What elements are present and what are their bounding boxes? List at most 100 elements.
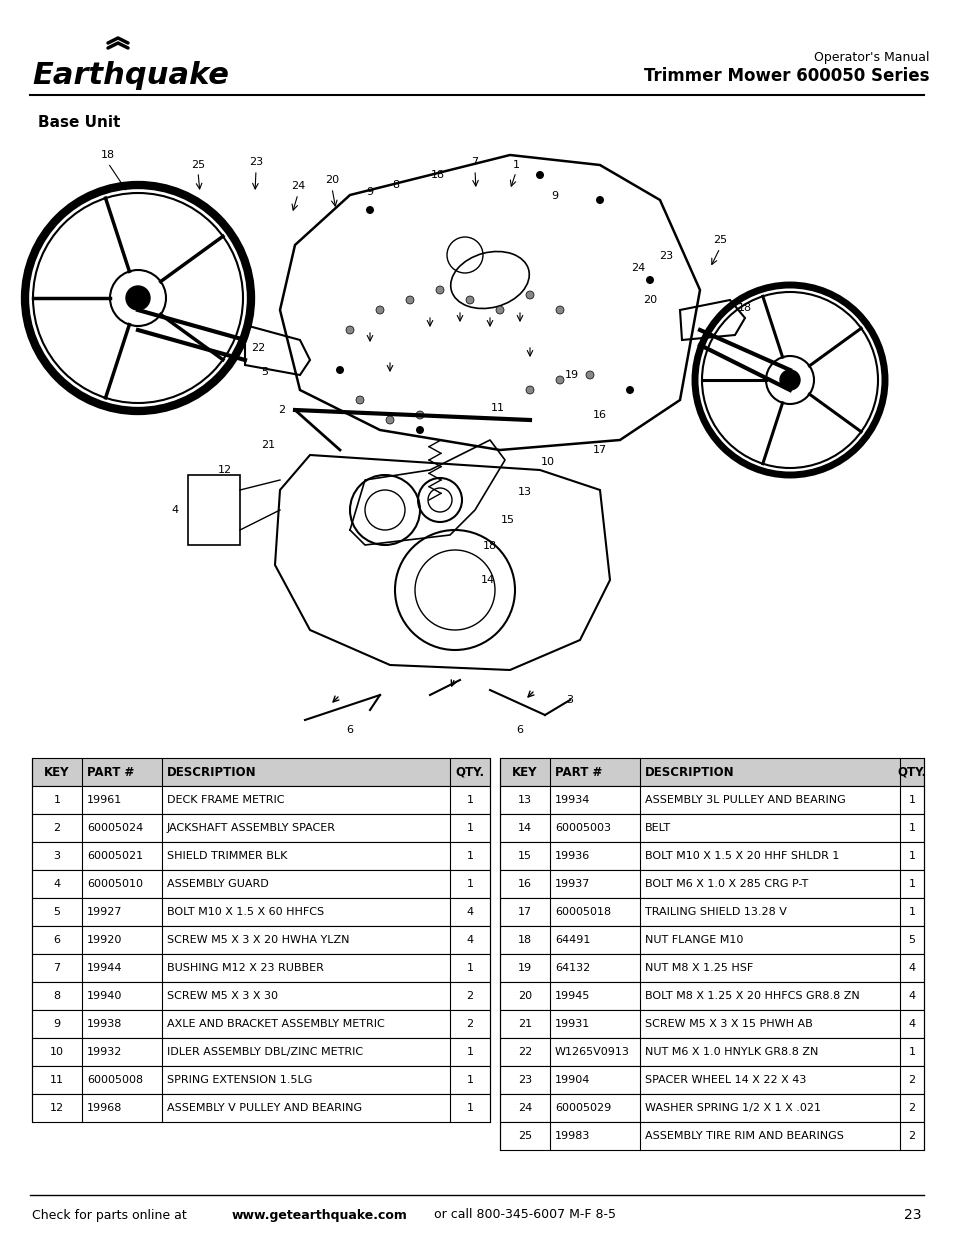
Text: 8: 8 bbox=[392, 180, 399, 190]
Text: 19904: 19904 bbox=[555, 1074, 590, 1086]
Text: 5: 5 bbox=[53, 906, 60, 918]
Bar bbox=[499, 953, 923, 982]
Bar bbox=[32, 1037, 490, 1066]
Bar bbox=[499, 869, 923, 898]
Text: BUSHING M12 X 23 RUBBER: BUSHING M12 X 23 RUBBER bbox=[167, 963, 323, 973]
Circle shape bbox=[645, 275, 654, 284]
Bar bbox=[32, 842, 490, 869]
Text: 11: 11 bbox=[491, 403, 504, 412]
Text: 1: 1 bbox=[907, 795, 915, 805]
Text: 24: 24 bbox=[517, 1103, 532, 1113]
Text: 2: 2 bbox=[907, 1103, 915, 1113]
Text: 10: 10 bbox=[540, 457, 555, 467]
Text: 6: 6 bbox=[346, 725, 354, 735]
Text: or call 800-345-6007 M-F 8-5: or call 800-345-6007 M-F 8-5 bbox=[430, 1209, 616, 1221]
Text: 25: 25 bbox=[712, 235, 726, 245]
Circle shape bbox=[585, 370, 594, 379]
Text: 23: 23 bbox=[249, 157, 263, 167]
Text: 17: 17 bbox=[517, 906, 532, 918]
Text: 19945: 19945 bbox=[555, 990, 590, 1002]
Text: Trimmer Mower 600050 Series: Trimmer Mower 600050 Series bbox=[644, 67, 929, 85]
Text: 60005018: 60005018 bbox=[555, 906, 611, 918]
Text: 7: 7 bbox=[471, 157, 478, 167]
Circle shape bbox=[780, 370, 800, 390]
Text: 2: 2 bbox=[907, 1131, 915, 1141]
Bar bbox=[499, 842, 923, 869]
Text: DECK FRAME METRIC: DECK FRAME METRIC bbox=[167, 795, 284, 805]
Text: 2: 2 bbox=[466, 1019, 473, 1029]
Text: 1: 1 bbox=[907, 906, 915, 918]
Bar bbox=[499, 1123, 923, 1150]
Bar bbox=[32, 1066, 490, 1094]
Circle shape bbox=[525, 387, 534, 394]
Bar bbox=[499, 785, 923, 814]
Text: 1: 1 bbox=[907, 851, 915, 861]
Text: 2: 2 bbox=[53, 823, 60, 832]
Text: BOLT M10 X 1.5 X 20 HHF SHLDR 1: BOLT M10 X 1.5 X 20 HHF SHLDR 1 bbox=[644, 851, 839, 861]
Text: 19932: 19932 bbox=[87, 1047, 122, 1057]
Text: 5: 5 bbox=[907, 935, 915, 945]
Bar bbox=[32, 953, 490, 982]
Text: 1: 1 bbox=[466, 963, 473, 973]
Text: Earthquake: Earthquake bbox=[32, 61, 229, 89]
Text: BOLT M6 X 1.0 X 285 CRG P-T: BOLT M6 X 1.0 X 285 CRG P-T bbox=[644, 879, 807, 889]
Text: JACKSHAFT ASSEMBLY SPACER: JACKSHAFT ASSEMBLY SPACER bbox=[167, 823, 335, 832]
Text: 1: 1 bbox=[907, 1047, 915, 1057]
Text: 19940: 19940 bbox=[87, 990, 122, 1002]
Text: SPRING EXTENSION 1.5LG: SPRING EXTENSION 1.5LG bbox=[167, 1074, 312, 1086]
Text: ASSEMBLY V PULLEY AND BEARING: ASSEMBLY V PULLEY AND BEARING bbox=[167, 1103, 362, 1113]
Circle shape bbox=[496, 306, 503, 314]
Circle shape bbox=[406, 296, 414, 304]
Text: 60005008: 60005008 bbox=[87, 1074, 143, 1086]
Bar bbox=[32, 982, 490, 1010]
Text: 64132: 64132 bbox=[555, 963, 590, 973]
Circle shape bbox=[335, 366, 344, 374]
Text: 1: 1 bbox=[53, 795, 60, 805]
Text: 18: 18 bbox=[517, 935, 532, 945]
Bar bbox=[499, 1066, 923, 1094]
Text: 19961: 19961 bbox=[87, 795, 122, 805]
Text: NUT M8 X 1.25 HSF: NUT M8 X 1.25 HSF bbox=[644, 963, 753, 973]
Text: Check for parts online at: Check for parts online at bbox=[32, 1209, 191, 1221]
Text: 6: 6 bbox=[53, 935, 60, 945]
Circle shape bbox=[536, 170, 543, 179]
Text: 23: 23 bbox=[659, 251, 673, 261]
Text: 1: 1 bbox=[907, 879, 915, 889]
Text: 10: 10 bbox=[50, 1047, 64, 1057]
Text: 12: 12 bbox=[50, 1103, 64, 1113]
Text: DESCRIPTION: DESCRIPTION bbox=[644, 766, 734, 778]
Text: 17: 17 bbox=[593, 445, 606, 454]
Bar bbox=[499, 814, 923, 842]
Text: 1: 1 bbox=[466, 1047, 473, 1057]
Text: 9: 9 bbox=[551, 191, 558, 201]
Text: 24: 24 bbox=[291, 182, 305, 191]
Text: PART #: PART # bbox=[87, 766, 134, 778]
Text: W1265V0913: W1265V0913 bbox=[555, 1047, 629, 1057]
Text: 24: 24 bbox=[630, 263, 644, 273]
Text: 18: 18 bbox=[482, 541, 497, 551]
Text: 19983: 19983 bbox=[555, 1131, 590, 1141]
Text: 6: 6 bbox=[516, 725, 523, 735]
Circle shape bbox=[386, 416, 394, 424]
Text: 60005029: 60005029 bbox=[555, 1103, 611, 1113]
Text: 25: 25 bbox=[191, 161, 205, 170]
Text: 60005003: 60005003 bbox=[555, 823, 610, 832]
Circle shape bbox=[556, 375, 563, 384]
Text: 22: 22 bbox=[517, 1047, 532, 1057]
Text: DESCRIPTION: DESCRIPTION bbox=[167, 766, 256, 778]
Circle shape bbox=[355, 396, 364, 404]
Text: 1: 1 bbox=[466, 1103, 473, 1113]
Text: 22: 22 bbox=[251, 343, 265, 353]
Text: IDLER ASSEMBLY DBL/ZINC METRIC: IDLER ASSEMBLY DBL/ZINC METRIC bbox=[167, 1047, 363, 1057]
Text: www.getearthquake.com: www.getearthquake.com bbox=[232, 1209, 408, 1221]
Text: 4: 4 bbox=[466, 906, 473, 918]
Text: Operator's Manual: Operator's Manual bbox=[814, 52, 929, 64]
Text: 19937: 19937 bbox=[555, 879, 590, 889]
Bar bbox=[32, 814, 490, 842]
Text: 9: 9 bbox=[53, 1019, 60, 1029]
Text: 1: 1 bbox=[466, 795, 473, 805]
Text: 21: 21 bbox=[517, 1019, 532, 1029]
Text: 18: 18 bbox=[431, 170, 445, 180]
Text: SCREW M5 X 3 X 30: SCREW M5 X 3 X 30 bbox=[167, 990, 277, 1002]
Text: 2: 2 bbox=[466, 990, 473, 1002]
